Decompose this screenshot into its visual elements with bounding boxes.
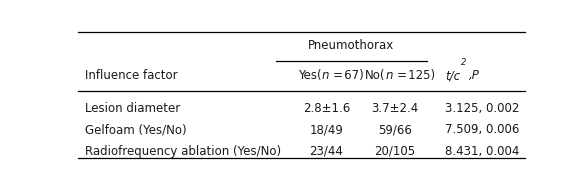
Text: 18/49: 18/49 bbox=[309, 123, 343, 136]
Text: Pneumothorax: Pneumothorax bbox=[308, 39, 395, 52]
Text: = 125): = 125) bbox=[396, 69, 435, 82]
Text: Influence factor: Influence factor bbox=[85, 69, 178, 82]
Text: 3.7±2.4: 3.7±2.4 bbox=[371, 102, 419, 115]
Text: 8.431, 0.004: 8.431, 0.004 bbox=[445, 145, 519, 158]
Text: Lesion diameter: Lesion diameter bbox=[85, 102, 180, 115]
Text: = 67): = 67) bbox=[332, 69, 363, 82]
Text: 7.509, 0.006: 7.509, 0.006 bbox=[445, 123, 519, 136]
Text: n: n bbox=[386, 69, 393, 82]
Text: 59/66: 59/66 bbox=[378, 123, 412, 136]
Text: Radiofrequency ablation (Yes/No): Radiofrequency ablation (Yes/No) bbox=[85, 145, 281, 158]
Text: ,P: ,P bbox=[469, 69, 479, 82]
Text: 3.125, 0.002: 3.125, 0.002 bbox=[445, 102, 519, 115]
Text: n: n bbox=[322, 69, 329, 82]
Text: Gelfoam (Yes/No): Gelfoam (Yes/No) bbox=[85, 123, 186, 136]
Text: No(: No( bbox=[365, 69, 386, 82]
Text: Yes(: Yes( bbox=[298, 69, 322, 82]
Text: t/c: t/c bbox=[445, 69, 460, 82]
Text: 20/105: 20/105 bbox=[374, 145, 415, 158]
Text: 23/44: 23/44 bbox=[309, 145, 343, 158]
Text: 2: 2 bbox=[462, 58, 467, 67]
Text: 2.8±1.6: 2.8±1.6 bbox=[303, 102, 350, 115]
